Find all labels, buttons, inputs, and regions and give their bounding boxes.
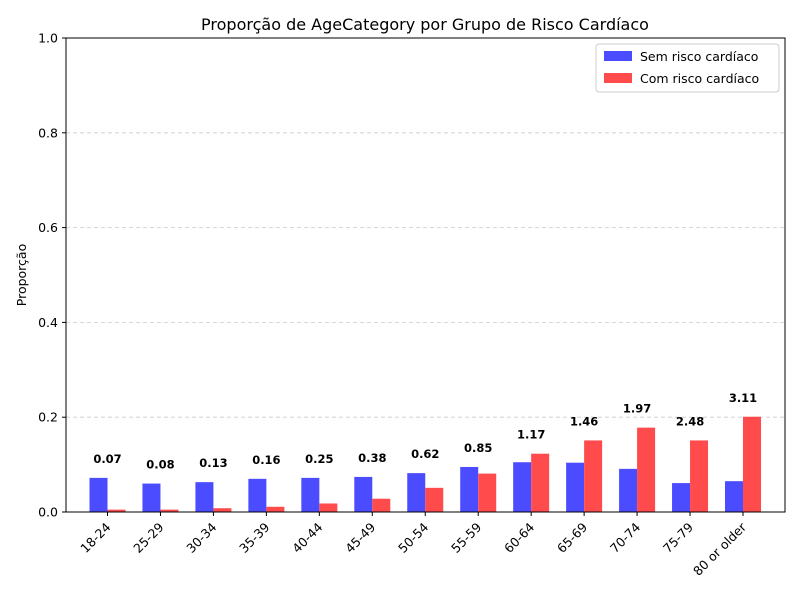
- x-tick-label: 60-64: [501, 519, 537, 555]
- y-tick-label: 0.8: [38, 125, 58, 140]
- ratio-annotation: 0.07: [93, 452, 121, 466]
- bar-sem-risco: [725, 481, 743, 512]
- x-axis-ticks: 18-24 25-29 30-34 35-39 40-44 45-49 50-54 55-59…: [77, 512, 750, 579]
- x-tick-label: 75-79: [660, 519, 696, 555]
- ratio-annotation: 0.85: [464, 441, 492, 455]
- ratio-annotation: 0.25: [305, 452, 333, 466]
- bar-sem-risco: [672, 483, 691, 512]
- grid-layer: [66, 132, 785, 418]
- bar-com-risco: [584, 440, 603, 512]
- y-axis-ticks: 0.0 0.2 0.4 0.6 0.8 1.0: [38, 31, 66, 520]
- legend-box: [595, 43, 780, 93]
- chart-title: Proporção de AgeCategory por Grupo de Ri…: [201, 15, 649, 34]
- ratio-annotations: 0.07 0.08 0.13 0.16 0.25 0.38 0.62 0.85 1.17 1.46…: [93, 391, 757, 472]
- bar-sem-risco: [89, 477, 108, 512]
- bar-com-risco: [478, 473, 497, 512]
- bar-com-risco: [531, 453, 550, 512]
- plot-frame: [65, 37, 786, 513]
- bar-sem-risco: [142, 483, 161, 512]
- bar-com-risco: [213, 508, 232, 512]
- x-tick-label: 30-34: [183, 519, 219, 555]
- bar-com-risco: [372, 498, 391, 512]
- x-tick-label: 25-29: [130, 519, 166, 555]
- y-tick-label: 0.0: [38, 505, 58, 520]
- ratio-annotation: 0.62: [411, 447, 439, 461]
- bar-com-risco: [743, 416, 761, 512]
- bar-sem-risco: [513, 462, 532, 512]
- bar-sem-risco: [619, 468, 638, 512]
- ratio-annotation: 1.17: [517, 428, 545, 442]
- y-tick-label: 0.2: [38, 410, 58, 425]
- x-tick-label: 18-24: [77, 519, 113, 555]
- legend: Sem risco cardíaco Com risco cardíaco: [595, 43, 780, 93]
- ratio-annotation: 1.97: [623, 402, 651, 416]
- bar-com-risco: [266, 506, 285, 512]
- bar-sem-risco: [460, 466, 479, 512]
- y-tick-label: 1.0: [38, 31, 58, 46]
- ratio-annotation: 3.11: [729, 391, 757, 405]
- x-tick-label: 70-74: [607, 519, 643, 555]
- ratio-annotation: 0.38: [358, 451, 386, 465]
- x-tick-label: 65-69: [554, 519, 590, 555]
- bars-layer: [89, 416, 761, 512]
- bar-sem-risco: [301, 477, 320, 512]
- legend-swatch-sem-risco: [604, 51, 632, 61]
- legend-swatch-com-risco: [604, 73, 632, 83]
- ratio-annotation: 1.46: [570, 414, 598, 428]
- bar-sem-risco: [354, 476, 373, 512]
- bar-sem-risco: [195, 482, 214, 512]
- bar-sem-risco: [248, 478, 267, 512]
- bar-com-risco: [319, 503, 338, 512]
- plot-border: [65, 37, 786, 513]
- legend-label-sem-risco: Sem risco cardíaco: [640, 49, 758, 64]
- bar-com-risco: [637, 427, 656, 512]
- x-tick-label: 35-39: [236, 519, 272, 555]
- y-tick-label: 0.4: [38, 315, 58, 330]
- ratio-annotation: 0.13: [199, 456, 227, 470]
- x-tick-label: 45-49: [342, 519, 378, 555]
- x-tick-label: 40-44: [289, 519, 325, 555]
- bar-com-risco: [425, 487, 444, 512]
- x-tick-label: 50-54: [395, 519, 431, 555]
- legend-label-com-risco: Com risco cardíaco: [640, 71, 759, 86]
- bar-com-risco: [690, 440, 709, 512]
- bar-com-risco: [107, 509, 126, 512]
- ratio-annotation: 2.48: [676, 414, 704, 428]
- bar-sem-risco: [407, 473, 426, 512]
- y-axis-label: Proporção: [14, 244, 29, 306]
- y-tick-label: 0.6: [38, 220, 58, 235]
- x-tick-label: 55-59: [448, 519, 484, 555]
- x-tick-label: 80 or older: [690, 519, 750, 579]
- ratio-annotation: 0.16: [252, 453, 280, 467]
- bar-com-risco: [160, 509, 179, 512]
- ratio-annotation: 0.08: [146, 458, 174, 472]
- bar-sem-risco: [566, 462, 585, 512]
